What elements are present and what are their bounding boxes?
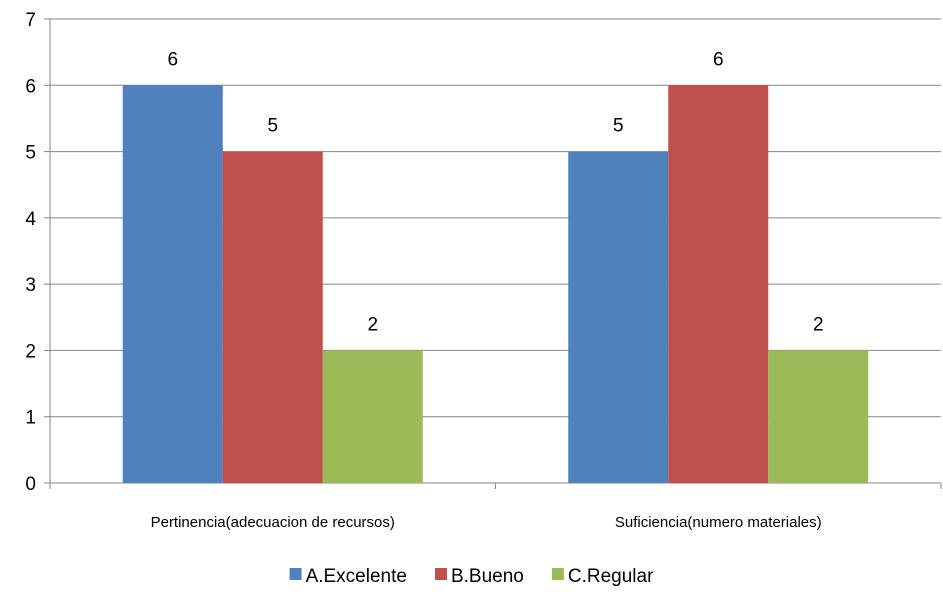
data-label: 6 — [713, 49, 724, 70]
x-tick-label: Pertinencia(adecuacion de recursos) — [151, 514, 395, 531]
y-tick-label: 4 — [25, 209, 36, 230]
legend-swatch-1 — [289, 568, 302, 580]
data-label: 5 — [613, 116, 624, 137]
y-tick-label: 0 — [25, 474, 36, 495]
legend-label: A.Excelente — [306, 566, 407, 587]
bar-2-2 — [668, 85, 769, 484]
legend-swatch-3 — [551, 568, 564, 580]
bar-3-1 — [322, 350, 423, 483]
legend-swatch-2 — [434, 568, 447, 580]
bar-1-2 — [568, 151, 669, 484]
y-tick-label: 2 — [25, 341, 36, 362]
data-label: 2 — [813, 314, 824, 335]
y-tick-label: 1 — [25, 408, 36, 429]
y-tick-label: 7 — [25, 10, 36, 31]
legend-label: C.Regular — [568, 566, 654, 587]
data-label: 6 — [167, 49, 178, 70]
bar-3-2 — [768, 350, 869, 483]
y-tick-label: 6 — [25, 76, 36, 97]
legend-label: B.Bueno — [451, 566, 524, 587]
bar-2-1 — [222, 151, 323, 484]
data-label: 5 — [267, 116, 278, 137]
x-tick-label: Suficiencia(numero materiales) — [615, 514, 822, 531]
bar-1-1 — [122, 85, 223, 484]
data-label: 2 — [367, 314, 378, 335]
y-tick-label: 3 — [25, 275, 36, 296]
y-tick-label: 5 — [25, 143, 36, 164]
